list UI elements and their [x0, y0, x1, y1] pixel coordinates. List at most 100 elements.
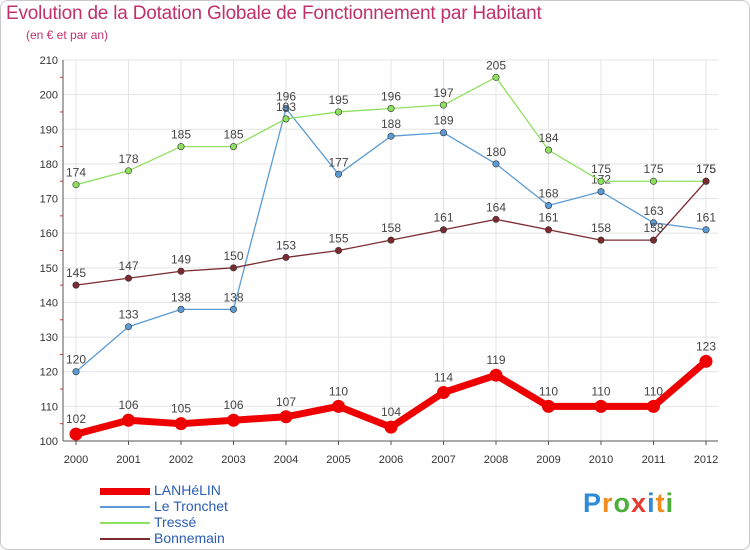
data-point — [492, 73, 500, 81]
data-label: 153 — [276, 238, 296, 252]
data-label: 161 — [433, 211, 453, 225]
logo-letter: r — [602, 488, 614, 518]
data-point — [439, 226, 447, 234]
data-point — [125, 323, 133, 331]
data-label: 184 — [538, 131, 558, 145]
x-tick-label: 2002 — [169, 454, 193, 466]
data-label: 175 — [696, 162, 716, 176]
data-point — [334, 170, 342, 178]
data-label: 149 — [171, 252, 191, 266]
data-label: 193 — [276, 100, 296, 114]
data-label: 138 — [223, 290, 243, 304]
data-label: 197 — [433, 86, 453, 100]
data-point — [492, 215, 500, 223]
logo-letter: i — [665, 488, 675, 518]
data-label: 189 — [433, 114, 453, 128]
x-tick-label: 2012 — [694, 454, 718, 466]
data-label: 145 — [66, 266, 86, 280]
data-label: 158 — [643, 221, 663, 235]
data-label: 106 — [118, 398, 138, 412]
data-point — [702, 226, 710, 234]
x-tick-label: 2009 — [536, 454, 560, 466]
data-label: 175 — [643, 162, 663, 176]
data-point — [174, 417, 188, 431]
data-point — [125, 167, 133, 175]
data-point — [230, 305, 238, 313]
x-tick-label: 2000 — [64, 454, 88, 466]
y-tick-label: 190 — [40, 124, 58, 136]
y-tick-label: 150 — [40, 263, 58, 275]
data-point — [334, 247, 342, 255]
data-point — [279, 410, 293, 424]
data-label: 196 — [276, 89, 296, 103]
legend-label: LANHéLIN — [154, 482, 221, 498]
x-tick-label: 2001 — [116, 454, 140, 466]
data-point — [702, 177, 710, 185]
data-label: 178 — [118, 152, 138, 166]
data-label: 104 — [381, 405, 401, 419]
data-label: 120 — [66, 353, 86, 367]
data-point — [177, 143, 185, 151]
logo-letter: P — [583, 488, 603, 518]
data-point — [387, 104, 395, 112]
data-label: 119 — [486, 353, 505, 367]
data-point — [437, 386, 450, 400]
legend-swatch — [100, 488, 150, 495]
data-point — [72, 368, 80, 376]
data-label: 158 — [381, 221, 401, 235]
data-point — [649, 177, 657, 185]
data-label: 123 — [696, 339, 716, 353]
data-label: 164 — [486, 200, 506, 214]
data-label: 155 — [328, 232, 348, 246]
data-point — [387, 132, 395, 140]
x-tick-label: 2010 — [589, 454, 613, 466]
data-label: 174 — [66, 166, 86, 180]
data-point — [699, 354, 713, 368]
data-label: 168 — [538, 186, 558, 200]
y-tick-label: 110 — [40, 401, 58, 413]
data-point — [387, 236, 395, 244]
data-point — [647, 399, 660, 413]
data-point — [72, 281, 80, 289]
data-point — [489, 368, 503, 382]
data-point — [177, 267, 185, 275]
data-point — [384, 420, 398, 434]
data-label: 188 — [381, 117, 401, 131]
data-label: 102 — [66, 412, 86, 426]
y-tick-label: 100 — [40, 436, 58, 448]
data-point — [72, 181, 80, 189]
data-label: 158 — [591, 221, 611, 235]
data-point — [544, 201, 552, 209]
data-point — [69, 427, 83, 441]
y-tick-label: 140 — [40, 297, 58, 309]
data-label: 133 — [118, 308, 138, 322]
y-tick-label: 130 — [40, 332, 58, 344]
data-label: 196 — [381, 89, 401, 103]
data-label: 147 — [118, 259, 138, 273]
data-point — [230, 264, 238, 272]
chart-subtitle: (en € et par an) — [26, 28, 109, 42]
y-tick-label: 180 — [40, 159, 58, 171]
data-point — [544, 146, 552, 154]
x-tick-label: 2005 — [326, 454, 350, 466]
x-tick-label: 2011 — [642, 454, 666, 466]
x-tick-label: 2003 — [221, 454, 245, 466]
data-point — [597, 177, 605, 185]
data-point — [439, 101, 447, 109]
data-point — [597, 236, 605, 244]
data-point — [125, 274, 133, 282]
logo-letter: x — [631, 488, 648, 518]
logo-letter: t — [655, 488, 666, 518]
data-label: 177 — [328, 155, 348, 169]
data-point — [492, 160, 500, 168]
x-tick-label: 2004 — [274, 454, 298, 466]
y-tick-label: 120 — [40, 367, 58, 379]
data-label: 110 — [644, 384, 663, 398]
data-label: 175 — [696, 162, 716, 176]
x-tick-label: 2007 — [431, 454, 455, 466]
legend-swatch — [100, 538, 150, 540]
y-tick-label: 200 — [40, 90, 58, 102]
data-point — [177, 305, 185, 313]
data-label: 161 — [696, 211, 716, 225]
